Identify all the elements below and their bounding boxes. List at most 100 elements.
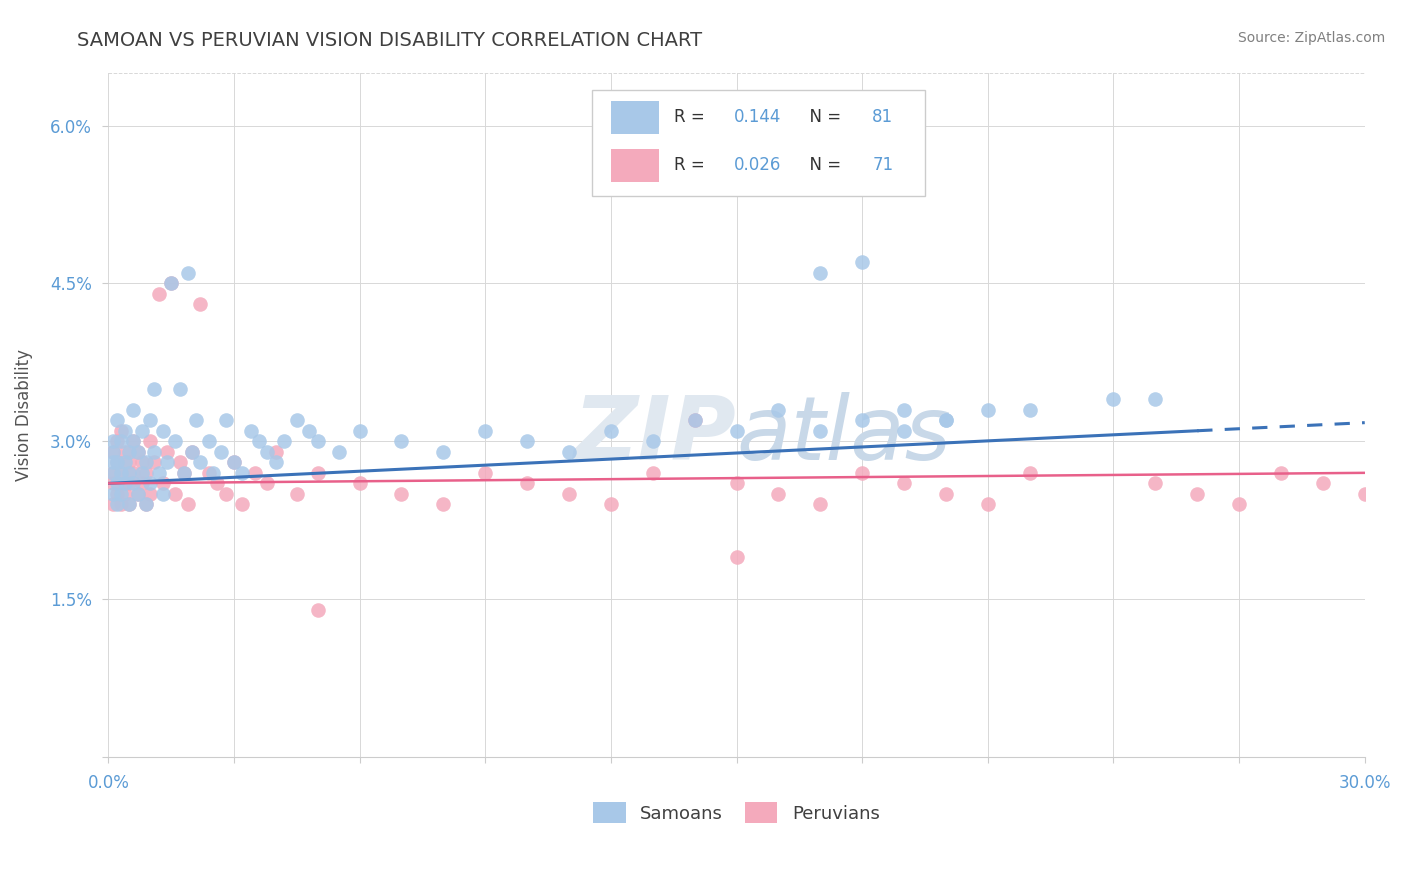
Point xyxy=(152,487,174,501)
Point xyxy=(935,487,957,501)
Point xyxy=(122,434,145,449)
Point xyxy=(198,434,221,449)
Point xyxy=(725,424,748,438)
Point xyxy=(110,434,132,449)
Point xyxy=(101,444,124,458)
Point xyxy=(239,424,262,438)
Point xyxy=(725,476,748,491)
Point xyxy=(131,466,153,480)
Point xyxy=(641,466,664,480)
Point xyxy=(169,382,191,396)
Point xyxy=(110,466,132,480)
Point xyxy=(516,476,538,491)
Point xyxy=(105,455,128,469)
Point xyxy=(105,497,128,511)
Point xyxy=(558,487,581,501)
Point xyxy=(768,402,790,417)
Point xyxy=(105,413,128,427)
Point xyxy=(122,476,145,491)
Point xyxy=(122,434,145,449)
Point xyxy=(683,413,706,427)
Point xyxy=(474,466,496,480)
Point xyxy=(156,455,179,469)
Point xyxy=(165,487,187,501)
Point xyxy=(173,466,195,480)
Point xyxy=(1018,402,1040,417)
Point xyxy=(160,277,183,291)
Point xyxy=(114,487,136,501)
Text: atlas: atlas xyxy=(737,392,952,478)
Point xyxy=(186,413,208,427)
Point xyxy=(101,497,124,511)
Point xyxy=(222,455,245,469)
Text: R =: R = xyxy=(673,109,710,127)
Point xyxy=(391,487,413,501)
Point xyxy=(222,455,245,469)
Point xyxy=(143,444,166,458)
Point xyxy=(177,497,200,511)
Point xyxy=(851,255,873,269)
Point xyxy=(131,476,153,491)
Point xyxy=(156,444,179,458)
Point xyxy=(893,476,915,491)
Point xyxy=(851,466,873,480)
Point xyxy=(139,434,162,449)
Point xyxy=(152,424,174,438)
Point xyxy=(114,424,136,438)
Point xyxy=(131,424,153,438)
Text: N =: N = xyxy=(800,109,846,127)
Point xyxy=(101,455,124,469)
Point xyxy=(135,497,157,511)
Point xyxy=(1270,466,1292,480)
Point xyxy=(725,549,748,564)
Point xyxy=(1144,476,1167,491)
Point xyxy=(264,444,287,458)
Point xyxy=(143,455,166,469)
Point xyxy=(101,487,124,501)
Point xyxy=(474,424,496,438)
Point xyxy=(122,402,145,417)
Point xyxy=(110,466,132,480)
Point xyxy=(148,287,170,301)
Point xyxy=(122,466,145,480)
Point xyxy=(558,444,581,458)
Point xyxy=(105,487,128,501)
Point xyxy=(101,476,124,491)
Point xyxy=(1144,392,1167,407)
Point xyxy=(118,476,141,491)
Point xyxy=(114,455,136,469)
Point xyxy=(110,497,132,511)
Text: 81: 81 xyxy=(872,109,893,127)
Point xyxy=(328,444,350,458)
Point xyxy=(432,497,454,511)
Point xyxy=(264,455,287,469)
Point xyxy=(247,434,270,449)
Point xyxy=(683,413,706,427)
Point xyxy=(307,602,329,616)
Point xyxy=(143,382,166,396)
Point xyxy=(101,466,124,480)
Point xyxy=(349,424,371,438)
Point xyxy=(177,266,200,280)
Point xyxy=(808,497,831,511)
Point xyxy=(105,476,128,491)
Point xyxy=(190,297,212,311)
Point xyxy=(181,444,204,458)
Point xyxy=(243,466,266,480)
Point xyxy=(135,497,157,511)
Point xyxy=(599,424,621,438)
Point xyxy=(256,476,278,491)
Point xyxy=(391,434,413,449)
Point xyxy=(127,487,149,501)
Point xyxy=(285,413,308,427)
Point xyxy=(127,444,149,458)
Point xyxy=(1312,476,1334,491)
Point xyxy=(307,434,329,449)
Point xyxy=(139,413,162,427)
Point xyxy=(118,466,141,480)
Point xyxy=(214,413,236,427)
Text: 0.144: 0.144 xyxy=(734,109,782,127)
Point xyxy=(935,413,957,427)
Point xyxy=(935,413,957,427)
Text: 71: 71 xyxy=(872,156,893,174)
